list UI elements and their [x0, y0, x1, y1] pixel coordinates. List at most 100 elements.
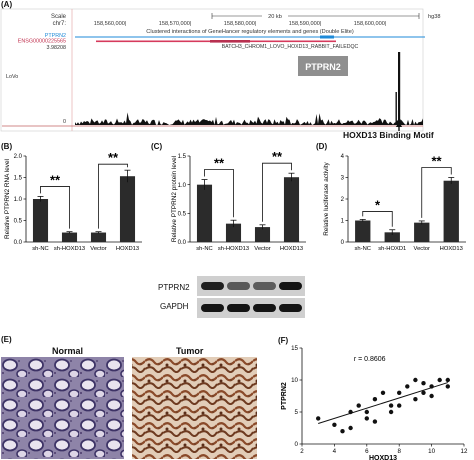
y-axis-label: Relative luciferase activity — [323, 161, 330, 235]
histology-normal-label: Normal — [52, 346, 84, 356]
blot-band — [201, 304, 224, 312]
panel-label-c: (C) — [151, 142, 163, 151]
panel-label-f: (F) — [278, 336, 289, 345]
x-tick-label: Vector — [254, 246, 271, 252]
scatter-point — [397, 403, 402, 408]
significance-bracket — [262, 162, 292, 222]
gene-track-label: PTPRN2 — [45, 33, 66, 39]
scatter-point — [340, 429, 345, 434]
scatter-point — [405, 384, 410, 389]
y-axis-label: Relative PTPRN2 protein level — [171, 156, 178, 242]
bar-HOXD13 — [119, 176, 136, 242]
x-tick-label: sh-NC — [196, 246, 212, 252]
track-description: Clustered interactions of GeneHancer reg… — [146, 29, 354, 35]
panel-label-b: (B) — [1, 142, 13, 151]
x-tick-label: HOXD13 — [116, 246, 139, 252]
scatter-point — [356, 403, 361, 408]
enh-track-label: ENSG00000225565 — [18, 39, 66, 45]
scatter-point — [429, 393, 434, 399]
scatter-point — [413, 397, 418, 402]
bar-Vector — [254, 227, 271, 242]
x-tick-label: 10 — [428, 448, 435, 455]
significance-marker: ** — [214, 156, 225, 171]
scatter-point — [332, 422, 337, 427]
x-tick-label: 6 — [365, 448, 369, 455]
y-tick-label: 0 — [341, 240, 345, 246]
y-tick-label: 1.5 — [178, 154, 187, 160]
y-tick-label: 5 — [295, 409, 299, 416]
track-max-label: 3.98208 — [47, 45, 67, 51]
significance-bracket — [40, 186, 70, 229]
bar-HOXD13 — [443, 180, 459, 242]
blot-band — [227, 304, 250, 312]
scatter-point — [348, 409, 353, 415]
blot-band — [279, 304, 302, 312]
blot-label-ptprn2: PTPRN2 — [158, 283, 190, 292]
blot-row-ptprn2 — [197, 276, 305, 296]
significance-bracket — [362, 211, 393, 227]
bar-Vector — [414, 222, 430, 242]
position-ticks: 158,560,000| 158,570,000| 158,580,000| 158,… — [94, 21, 387, 27]
y-tick-label: 0.0 — [178, 240, 187, 246]
y-tick-label: 15 — [291, 345, 298, 352]
significance-bracket — [421, 167, 452, 218]
blot-band — [201, 282, 224, 290]
x-tick-label: 12 — [461, 448, 468, 455]
y-tick-label: 10 — [291, 377, 298, 384]
histology-tumor-label: Tumor — [176, 346, 204, 356]
assembly-label: hg38 — [428, 14, 440, 20]
scatter-point — [364, 416, 369, 421]
chart-correlation: 0 5 10 15 2 4 6 8 10 12 PTPRN2 HOXD13 r = 0.8606 — [281, 345, 468, 460]
scatter-point — [397, 390, 402, 395]
bar-sh-NC — [196, 184, 213, 242]
blot-band — [279, 282, 302, 290]
chip-signal-track — [75, 52, 423, 125]
position-tick-label: 158,570,000| — [159, 21, 192, 27]
x-tick-label: HOXD13 — [440, 246, 463, 252]
ptprn2-box — [298, 56, 348, 76]
y-tick-label: 1.0 — [178, 183, 187, 189]
position-tick-label: 158,560,000| — [94, 21, 127, 27]
scatter-point — [421, 390, 426, 395]
y-tick-label: 3 — [341, 176, 345, 182]
x-tick-label: sh-NC — [32, 246, 48, 252]
genome-browser-track: Scale chr7: PTPRN2 ENSG00000225565 3.982… — [0, 8, 440, 132]
scatter-point — [437, 377, 442, 383]
blot-band — [253, 304, 276, 312]
x-tick-label: HOXD13 — [280, 246, 303, 252]
y-tick-label: 0.0 — [14, 240, 23, 246]
bar-sh-HOXD13 — [225, 223, 242, 242]
batch-label: BATCH3_CHROM1_LOVO_HOXD13_RABBIT_FAILEDQ… — [222, 44, 359, 50]
blot-band — [253, 282, 276, 290]
x-tick-label: sh-HOXD13 — [54, 246, 85, 252]
fit-line — [318, 382, 448, 424]
bar-sh-NC — [32, 199, 49, 242]
enhancer-block — [210, 40, 250, 43]
scatter-point — [421, 381, 426, 386]
scatter-point — [372, 397, 378, 402]
scatter-point — [316, 416, 321, 421]
ptprn2-box-label: PTPRN2 — [305, 62, 341, 72]
signal-noise — [75, 112, 423, 125]
scatter-point — [364, 409, 369, 415]
x-tick-label: 2 — [300, 448, 304, 455]
chart-luciferase: 0 1 2 3 4 Relative luciferase activity sh-NC sh… — [323, 154, 466, 252]
signal-peak-shoulder — [395, 92, 397, 125]
y-tick-label: 1.0 — [14, 197, 23, 203]
scale-bar-label: 20 kb — [268, 14, 282, 20]
scatter-point — [388, 409, 394, 415]
gene-exon — [320, 35, 334, 39]
x-tick-label: sh-HOXD1 — [378, 246, 406, 252]
y-tick-label: 2.0 — [14, 154, 23, 160]
x-axis-label: HOXD13 — [369, 455, 397, 460]
panel-label-d: (D) — [316, 142, 328, 151]
scale-label: Scale — [51, 14, 67, 20]
bar-sh-NC — [355, 220, 371, 242]
blot-band — [227, 282, 250, 290]
scatter-point — [413, 377, 418, 383]
bar-sh-HOXD13 — [61, 232, 78, 242]
significance-bracket — [204, 169, 234, 218]
y-tick-label: 1.5 — [14, 176, 23, 182]
